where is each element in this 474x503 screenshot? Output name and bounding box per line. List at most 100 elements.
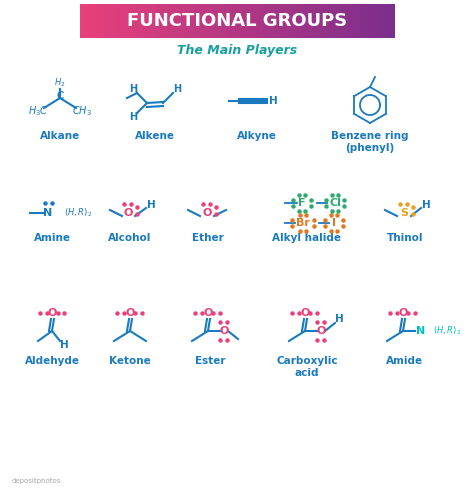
Bar: [372, 4, 376, 38]
Bar: [350, 4, 354, 38]
Text: S: S: [400, 208, 408, 218]
Bar: [108, 4, 112, 38]
Text: H: H: [422, 200, 430, 210]
Bar: [234, 4, 238, 38]
Text: H: H: [129, 84, 137, 94]
Bar: [293, 4, 298, 38]
Text: Br: Br: [296, 218, 310, 228]
Text: Alkyne: Alkyne: [237, 131, 277, 141]
Text: $H_2$: $H_2$: [55, 77, 66, 89]
Text: Alcohol: Alcohol: [109, 233, 152, 243]
Text: Alkane: Alkane: [40, 131, 80, 141]
Text: O: O: [125, 308, 135, 318]
Bar: [196, 4, 201, 38]
Bar: [268, 4, 273, 38]
Bar: [274, 4, 279, 38]
Bar: [334, 4, 338, 38]
Bar: [152, 4, 156, 38]
Bar: [388, 4, 392, 38]
Bar: [183, 4, 188, 38]
Text: H: H: [335, 314, 343, 324]
Text: Thinol: Thinol: [387, 233, 423, 243]
Bar: [322, 4, 326, 38]
Bar: [391, 4, 395, 38]
Bar: [115, 4, 118, 38]
Bar: [262, 4, 266, 38]
Bar: [206, 4, 210, 38]
Bar: [278, 4, 282, 38]
Bar: [306, 4, 310, 38]
Bar: [341, 4, 345, 38]
Bar: [243, 4, 247, 38]
Bar: [105, 4, 109, 38]
Bar: [328, 4, 332, 38]
Text: O: O: [203, 308, 213, 318]
Bar: [177, 4, 182, 38]
Bar: [384, 4, 389, 38]
Bar: [303, 4, 307, 38]
Bar: [300, 4, 304, 38]
Bar: [212, 4, 216, 38]
Bar: [181, 4, 184, 38]
Text: Alkene: Alkene: [135, 131, 175, 141]
Bar: [240, 4, 244, 38]
Bar: [378, 4, 383, 38]
Bar: [168, 4, 172, 38]
Text: O: O: [301, 308, 310, 318]
Bar: [265, 4, 269, 38]
Text: C: C: [56, 91, 64, 101]
Text: N: N: [416, 326, 426, 336]
Text: F: F: [298, 198, 306, 208]
Bar: [356, 4, 360, 38]
Text: H: H: [129, 112, 137, 122]
Text: H: H: [173, 84, 181, 94]
Bar: [158, 4, 163, 38]
Text: $CH_3$: $CH_3$: [72, 104, 92, 118]
Text: Aldehyde: Aldehyde: [25, 356, 80, 366]
Bar: [102, 4, 106, 38]
Bar: [331, 4, 335, 38]
Bar: [149, 4, 153, 38]
Bar: [146, 4, 150, 38]
Bar: [155, 4, 159, 38]
Text: Ester: Ester: [195, 356, 225, 366]
Bar: [325, 4, 329, 38]
Bar: [215, 4, 219, 38]
Text: O: O: [202, 208, 212, 218]
Bar: [83, 4, 87, 38]
Bar: [353, 4, 357, 38]
Bar: [366, 4, 370, 38]
Bar: [193, 4, 197, 38]
Text: N: N: [44, 208, 53, 218]
Bar: [337, 4, 342, 38]
Bar: [80, 4, 84, 38]
Bar: [272, 4, 276, 38]
Bar: [171, 4, 175, 38]
Bar: [344, 4, 348, 38]
Bar: [140, 4, 144, 38]
Bar: [347, 4, 351, 38]
Bar: [319, 4, 323, 38]
Bar: [281, 4, 285, 38]
Bar: [165, 4, 169, 38]
Bar: [92, 4, 97, 38]
Bar: [130, 4, 135, 38]
Bar: [284, 4, 288, 38]
Bar: [99, 4, 103, 38]
Text: $(H,R)_2$: $(H,R)_2$: [64, 207, 92, 219]
Text: H: H: [146, 200, 155, 210]
Text: Ether: Ether: [192, 233, 224, 243]
Bar: [111, 4, 116, 38]
Text: The Main Players: The Main Players: [177, 43, 297, 56]
Bar: [291, 4, 294, 38]
Text: depositphotos: depositphotos: [12, 478, 61, 484]
Bar: [259, 4, 263, 38]
Text: Ketone: Ketone: [109, 356, 151, 366]
Bar: [225, 4, 228, 38]
Text: $H_3C$: $H_3C$: [27, 104, 48, 118]
Bar: [127, 4, 131, 38]
Text: $(H,R)_2$: $(H,R)_2$: [433, 325, 461, 337]
Bar: [221, 4, 226, 38]
Bar: [249, 4, 254, 38]
Bar: [382, 4, 385, 38]
